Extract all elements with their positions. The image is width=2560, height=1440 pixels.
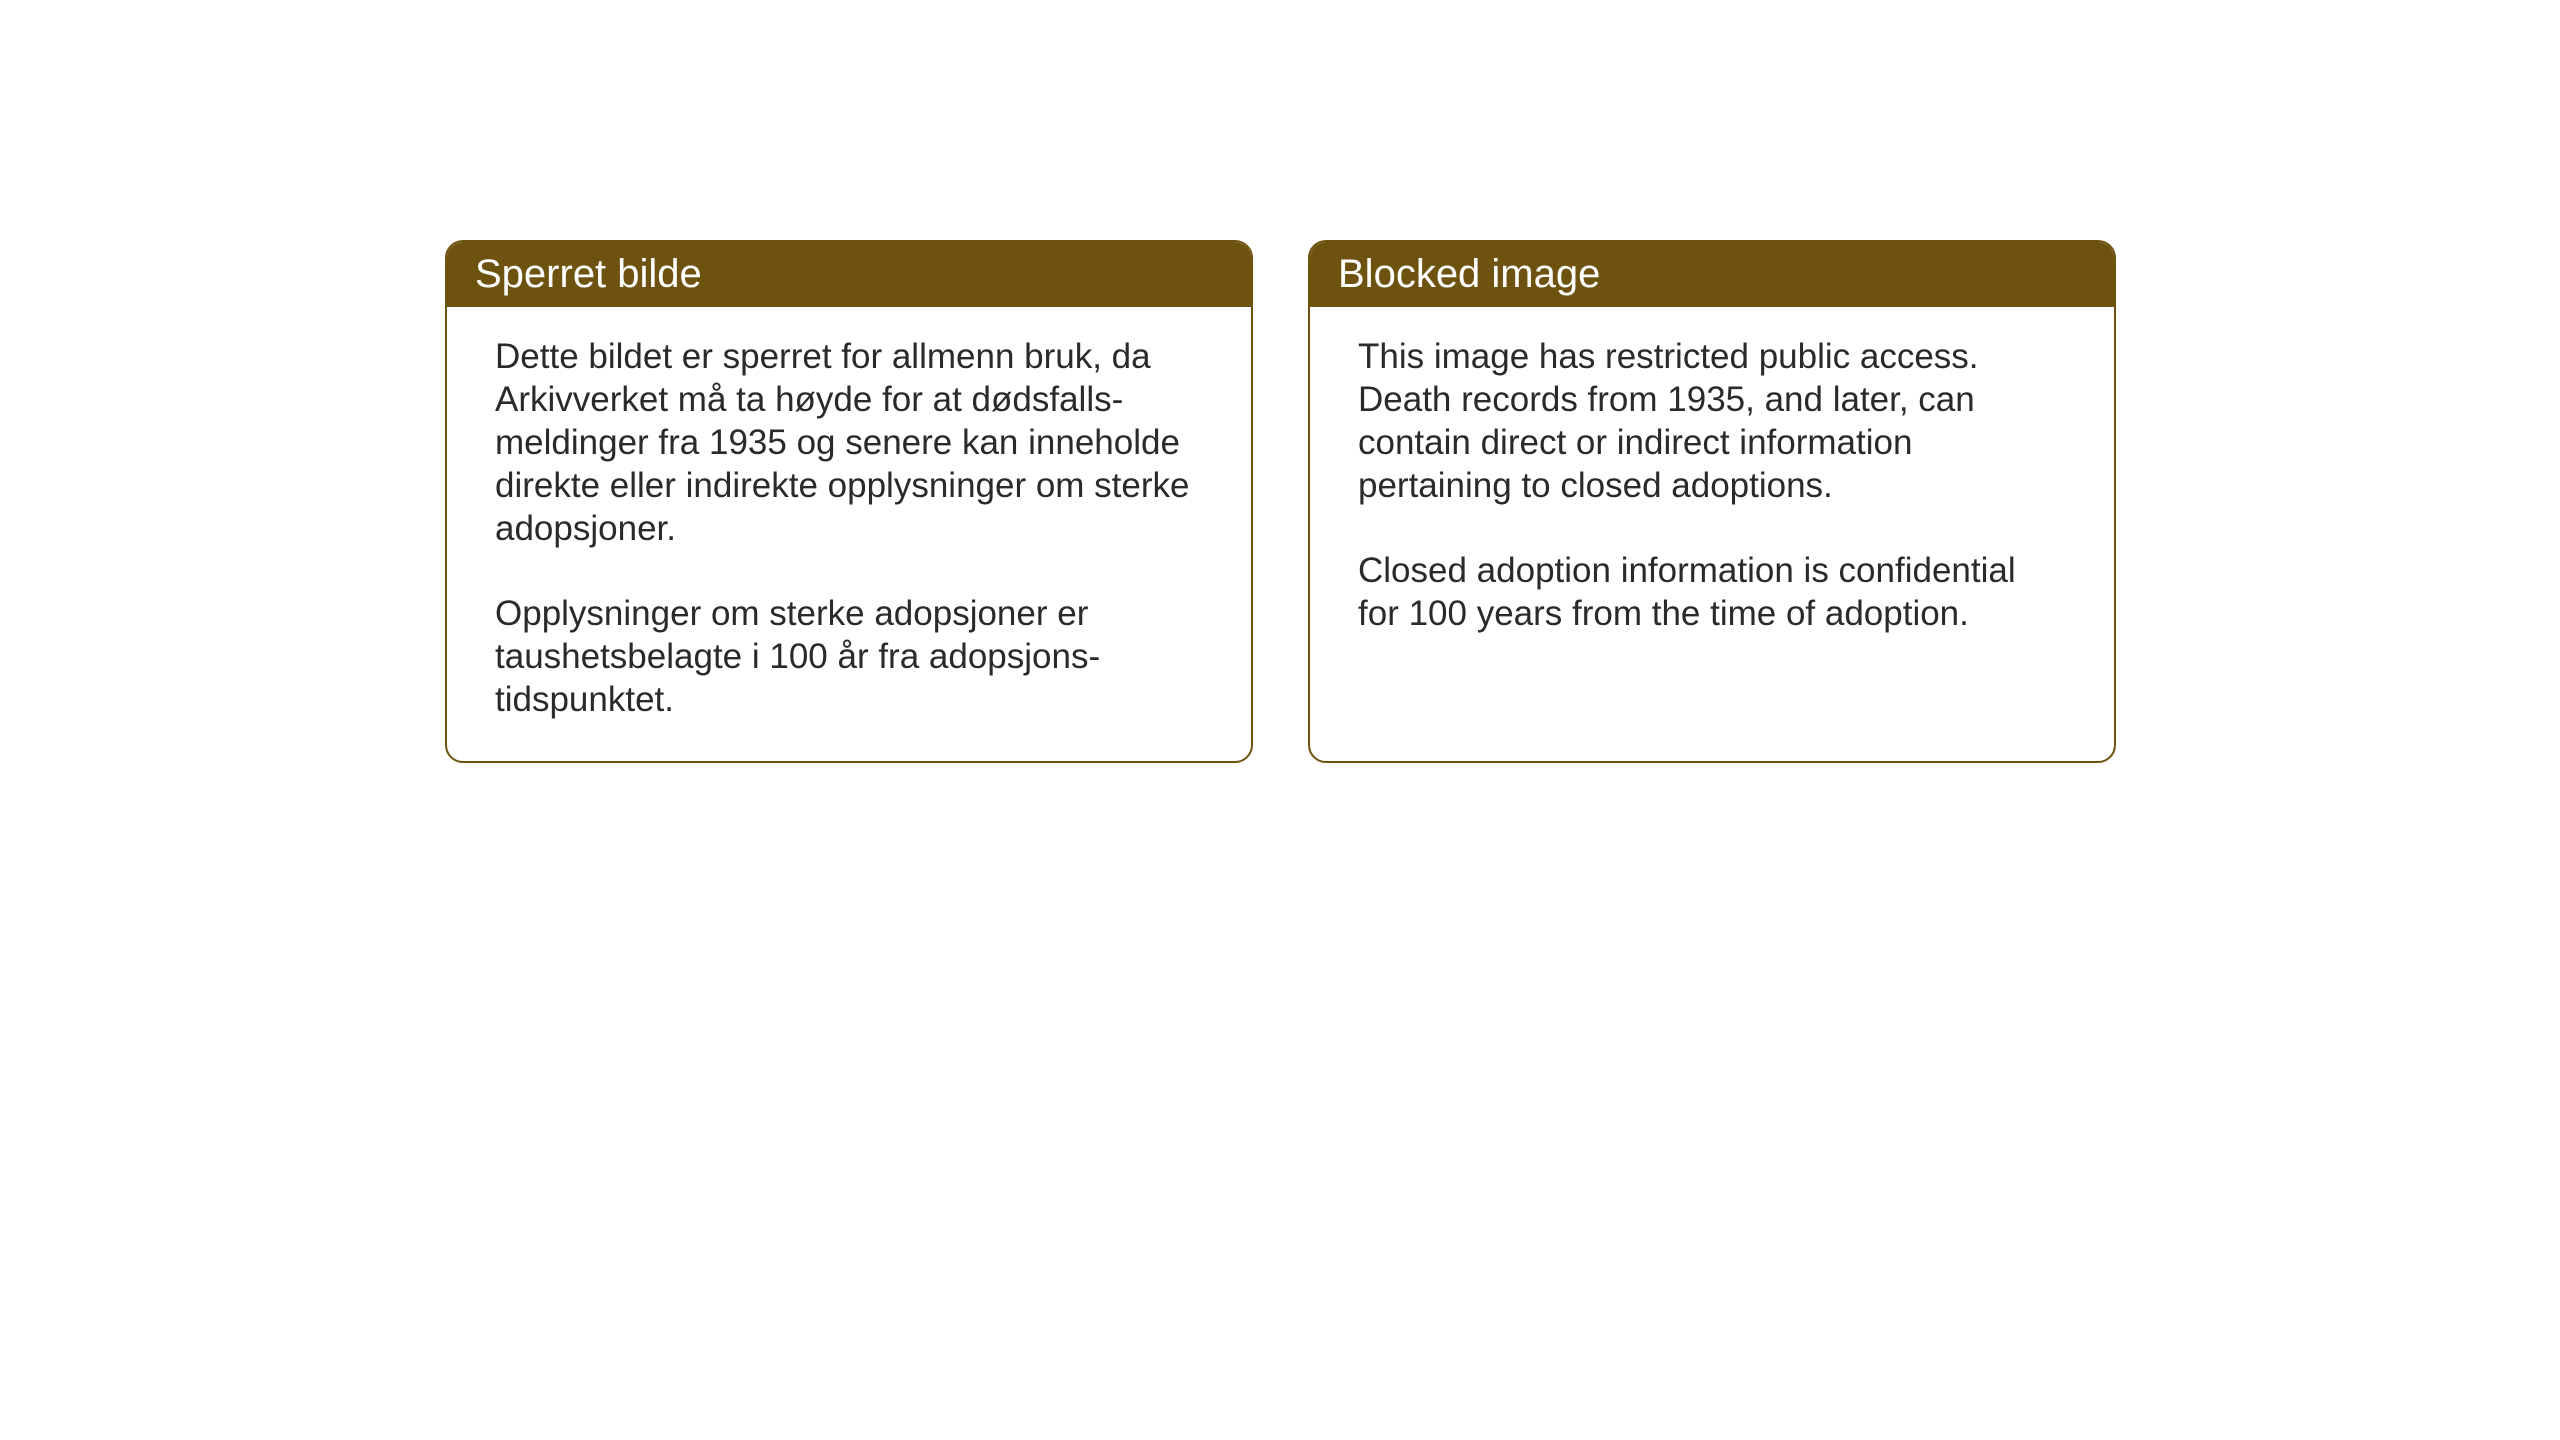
card-paragraph-1-english: This image has restricted public access.… xyxy=(1358,335,2066,507)
card-body-english: This image has restricted public access.… xyxy=(1310,307,2114,675)
card-header-english: Blocked image xyxy=(1310,242,2114,307)
card-paragraph-2-english: Closed adoption information is confident… xyxy=(1358,549,2066,635)
card-body-norwegian: Dette bildet er sperret for allmenn bruk… xyxy=(447,307,1251,761)
notice-card-english: Blocked image This image has restricted … xyxy=(1308,240,2116,763)
notice-card-norwegian: Sperret bilde Dette bildet er sperret fo… xyxy=(445,240,1253,763)
card-paragraph-1-norwegian: Dette bildet er sperret for allmenn bruk… xyxy=(495,335,1203,550)
card-header-norwegian: Sperret bilde xyxy=(447,242,1251,307)
card-paragraph-2-norwegian: Opplysninger om sterke adopsjoner er tau… xyxy=(495,592,1203,721)
card-title-english: Blocked image xyxy=(1338,252,1600,296)
notice-container: Sperret bilde Dette bildet er sperret fo… xyxy=(445,240,2116,763)
card-title-norwegian: Sperret bilde xyxy=(475,252,702,296)
